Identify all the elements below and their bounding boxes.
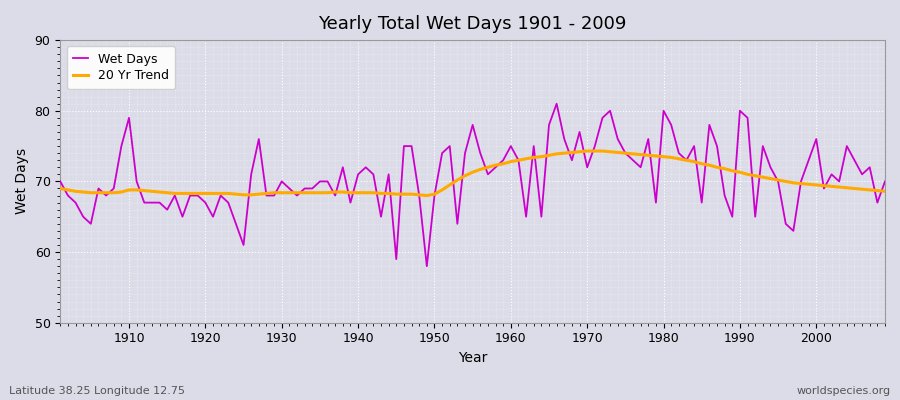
20 Yr Trend — [581, 149, 592, 154]
Wet Days — [513, 158, 524, 163]
Legend: Wet Days, 20 Yr Trend: Wet Days, 20 Yr Trend — [67, 46, 175, 89]
Wet Days — [329, 193, 340, 198]
20 Yr Trend — [55, 186, 66, 191]
Text: worldspecies.org: worldspecies.org — [796, 386, 891, 396]
20 Yr Trend — [116, 190, 127, 194]
Line: 20 Yr Trend: 20 Yr Trend — [60, 151, 885, 196]
Wet Days — [421, 264, 432, 268]
20 Yr Trend — [329, 190, 340, 194]
Wet Days — [284, 186, 295, 191]
Text: Latitude 38.25 Longitude 12.75: Latitude 38.25 Longitude 12.75 — [9, 386, 185, 396]
20 Yr Trend — [879, 189, 890, 194]
20 Yr Trend — [513, 158, 524, 163]
X-axis label: Year: Year — [458, 351, 487, 365]
Title: Yearly Total Wet Days 1901 - 2009: Yearly Total Wet Days 1901 - 2009 — [319, 15, 626, 33]
Wet Days — [55, 179, 66, 184]
20 Yr Trend — [284, 190, 295, 195]
Wet Days — [116, 144, 127, 148]
Wet Days — [612, 137, 623, 142]
Wet Days — [551, 101, 562, 106]
Wet Days — [879, 179, 890, 184]
Wet Days — [506, 144, 517, 148]
Y-axis label: Wet Days: Wet Days — [15, 148, 29, 214]
20 Yr Trend — [421, 193, 432, 198]
20 Yr Trend — [506, 159, 517, 164]
Line: Wet Days: Wet Days — [60, 104, 885, 266]
20 Yr Trend — [612, 150, 623, 155]
